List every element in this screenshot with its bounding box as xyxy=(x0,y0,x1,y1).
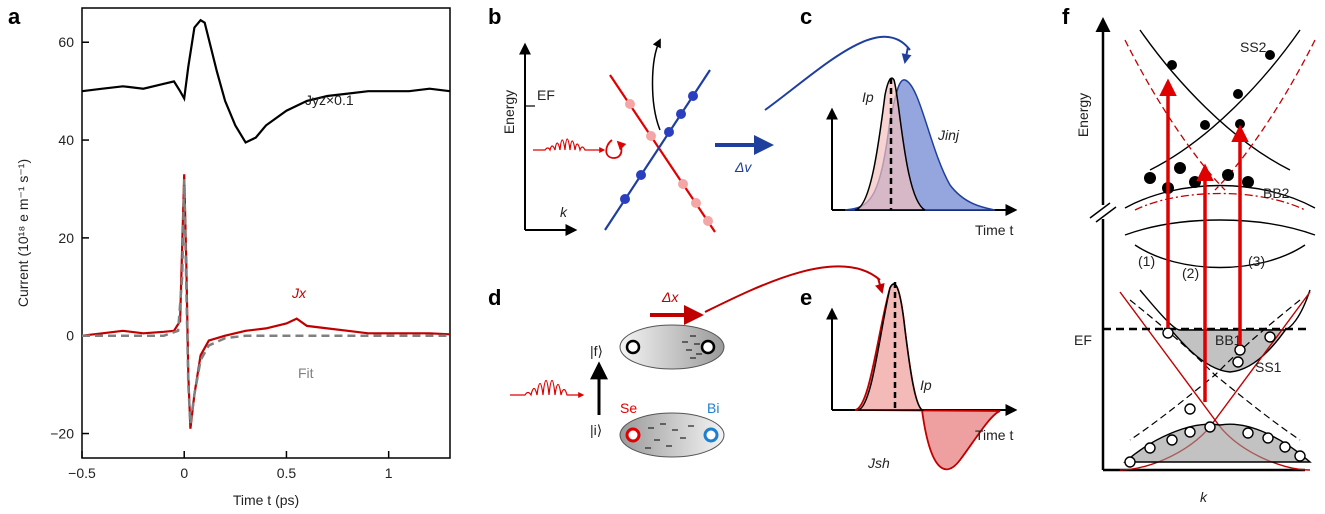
initial-state-label: |i⟩ xyxy=(590,422,602,438)
axis-ticks: −0.5 0 0.5 1 −20 0 20 40 60 xyxy=(50,34,393,481)
f-ef-label: EF xyxy=(1074,332,1092,348)
bb2-label: BB2 xyxy=(1263,185,1290,201)
valence-band xyxy=(1123,423,1312,463)
panel-b-diagram: b Energy EF k Δv xyxy=(488,4,912,236)
transition-3-label: (3) xyxy=(1248,253,1265,269)
panel-d-diagram: d |f⟩ |i⟩ Se Bi Δx xyxy=(488,265,885,458)
transition-1-label: (1) xyxy=(1138,253,1155,269)
y-axis-label: Current (10¹⁸ e m⁻¹ s⁻¹) xyxy=(15,159,31,307)
series-line-2 xyxy=(82,179,450,424)
y-tick-label: 0 xyxy=(66,328,74,344)
axis-break xyxy=(1089,202,1111,219)
polarization-circle xyxy=(605,139,627,159)
e-time-label: Time t xyxy=(975,427,1013,443)
annotation-jyz: Jyz×0.1 xyxy=(305,92,354,108)
delta-x-label: Δx xyxy=(661,289,679,305)
bi-atom xyxy=(703,427,719,443)
series-group xyxy=(81,18,451,429)
plot-frame xyxy=(81,7,451,459)
series-line-1 xyxy=(81,174,451,429)
ip-label: Ip xyxy=(862,89,874,105)
panel-e-diagram: e Ip Jsh Time t xyxy=(800,282,1018,471)
annotation-fit: Fit xyxy=(298,365,314,381)
y-tick-label: 40 xyxy=(58,132,74,148)
final-state-orbital xyxy=(619,324,725,370)
e-pulse-intensity-area xyxy=(857,283,925,411)
y-tick-label: 20 xyxy=(58,230,74,246)
jsh-label: Jsh xyxy=(867,455,890,471)
ss1-label: SS1 xyxy=(1255,359,1282,375)
transition-arrows xyxy=(1159,78,1249,402)
energy-label: Energy xyxy=(501,90,517,134)
final-state-label: |f⟩ xyxy=(590,343,603,359)
occupied-upper-states xyxy=(1144,50,1275,194)
panel-f-diagram: f Energy k SS2 BB2 E xyxy=(1062,4,1316,505)
x-tick-label: 0.5 xyxy=(277,465,297,481)
panel-b-label: b xyxy=(488,4,501,29)
connector-arrow-b-c xyxy=(764,36,911,111)
ef-label: EF xyxy=(537,87,555,103)
x-axis-label: Time t (ps) xyxy=(233,492,299,508)
annotation-jx: Jx xyxy=(291,285,307,301)
bi-label: Bi xyxy=(707,400,719,416)
f-energy-label: Energy xyxy=(1075,93,1091,137)
excitation-arrow xyxy=(651,38,661,131)
panel-c-diagram: c Ip Jinj Time t xyxy=(800,4,1018,238)
y-tick-label: −20 xyxy=(50,426,74,442)
series-line-0 xyxy=(81,18,451,144)
panel-c-label: c xyxy=(800,4,812,29)
jinj-label: Jinj xyxy=(937,127,960,143)
panel-d-label: d xyxy=(488,285,501,310)
x-tick-label: 1 xyxy=(385,465,393,481)
initial-state-orbital xyxy=(619,412,725,458)
panel-a-chart: a −0.5 0 0.5 1 −20 0 20 40 60 Time t (ps) Curren… xyxy=(8,4,451,508)
red-band xyxy=(609,74,716,233)
delta-v-label: Δv xyxy=(734,159,752,175)
ss2-label: SS2 xyxy=(1240,39,1267,55)
panel-f-label: f xyxy=(1062,4,1070,29)
f-k-label: k xyxy=(1200,489,1208,505)
connector-arrow-d-e xyxy=(704,265,881,313)
red-band-states xyxy=(625,99,713,226)
e-ip-label: Ip xyxy=(920,377,932,393)
x-tick-label: −0.5 xyxy=(68,465,96,481)
bb1-label: BB1 xyxy=(1215,332,1242,348)
hole-states xyxy=(1124,327,1306,468)
k-label: k xyxy=(560,204,568,220)
laser-pulse-d xyxy=(510,379,578,397)
se-atom xyxy=(625,427,641,443)
y-tick-label: 60 xyxy=(58,34,74,50)
se-label: Se xyxy=(620,400,637,416)
blue-band-states xyxy=(620,91,698,204)
panel-a-label: a xyxy=(8,4,21,29)
transition-2-label: (2) xyxy=(1182,265,1199,281)
x-tick-label: 0 xyxy=(180,465,188,481)
c-time-label: Time t xyxy=(975,222,1013,238)
panel-e-label: e xyxy=(800,285,812,310)
laser-pulse xyxy=(533,138,600,153)
